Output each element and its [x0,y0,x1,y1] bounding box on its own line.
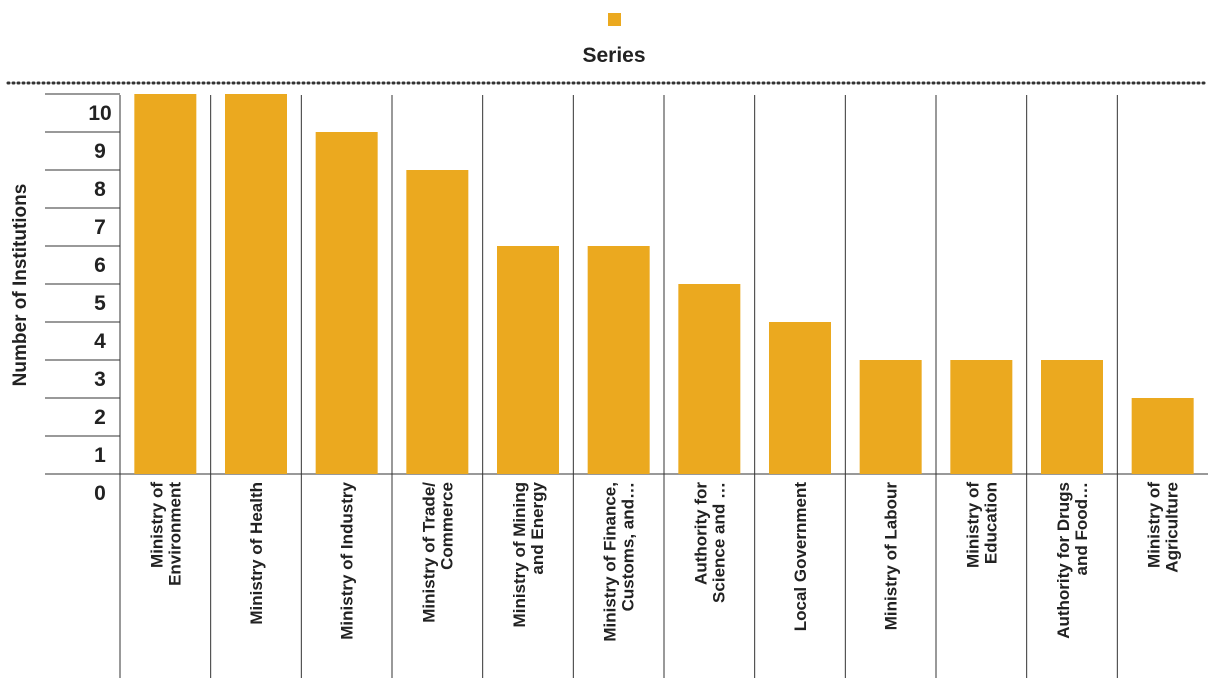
bar [587,246,650,474]
y-tick-label: 4 [94,330,106,353]
y-tick-label: 7 [94,216,106,239]
x-tick-label: Ministry of [1145,482,1164,568]
legend-label: Series [582,44,645,67]
bar [406,170,469,474]
x-tick-label: Ministry of Trade/ [419,482,438,623]
bar [859,360,922,474]
bar [769,322,831,474]
x-tick-label: Authority for [691,482,710,585]
bar [1131,398,1194,474]
y-tick-label: 2 [94,406,106,429]
bar [315,132,378,474]
x-tick-label: Science and … [709,482,728,603]
bar [497,246,559,474]
y-tick-label: 6 [94,254,106,277]
x-tick-label: Customs, and… [619,482,638,611]
y-tick-label: 5 [94,292,106,315]
bar [225,94,287,474]
bar [950,360,1013,474]
y-tick-label: 3 [94,368,106,391]
y-tick-label: 9 [94,140,106,163]
y-tick-label: 0 [94,482,106,505]
x-tick-label: Ministry of [147,482,166,568]
x-tick-label: Agriculture [1163,482,1182,573]
x-tick-label: Local Government [791,482,810,632]
x-tick-label: Ministry of [963,482,982,568]
x-tick-label: Ministry of Labour [882,482,901,631]
y-tick-label: 10 [88,102,111,125]
category-separators [119,95,1118,678]
bar [1041,360,1103,474]
y-axis-label: Number of Institutions [10,184,31,387]
bar [678,284,741,474]
x-tick-label: and Food… [1072,482,1091,575]
x-axis-ticks: Ministry of Environment Ministry of Health… [147,481,1181,641]
x-tick-label: and Energy [528,481,547,574]
x-tick-label: Ministry of Industry [338,481,357,639]
y-axis-ticks: 0 1 2 3 4 5 6 7 8 9 10 [88,102,111,505]
y-tick-label: 1 [94,444,106,467]
legend-swatch [608,13,621,26]
x-tick-label: Ministry of Finance, [601,482,620,642]
y-tick-label: 8 [94,178,106,201]
x-tick-label: Education [981,482,1000,564]
x-tick-label: Ministry of Health [247,482,266,625]
bar [134,94,197,474]
x-tick-label: Authority for Drugs [1054,482,1073,639]
x-tick-label: Commerce [437,482,456,570]
x-tick-label: Ministry of Mining [510,482,529,627]
x-tick-label: Environment [165,482,184,586]
bars [134,94,1194,474]
